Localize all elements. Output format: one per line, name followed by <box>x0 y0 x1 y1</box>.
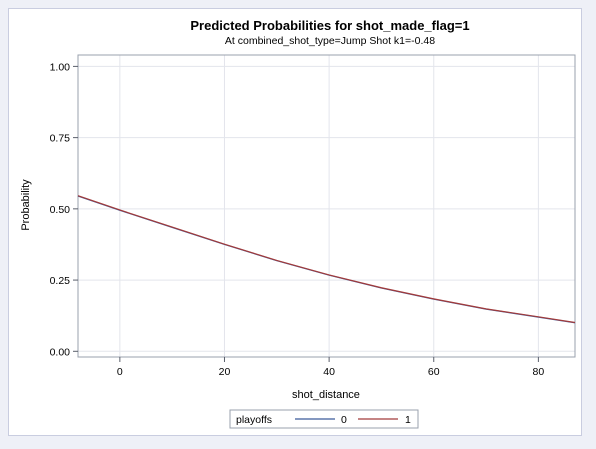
plot-area-border <box>77 54 576 358</box>
y-tick-label: 1.00 <box>50 61 71 73</box>
x-tick-label: 20 <box>219 366 231 378</box>
axis-ticks: 0 20 40 60 80 0.00 0.25 0.50 0.75 1.00 <box>50 61 545 378</box>
series-line-1 <box>77 195 576 324</box>
series-line-0 <box>77 195 576 324</box>
legend-label-1: 1 <box>405 414 411 426</box>
chart-title: Predicted Probabilities for shot_made_fl… <box>190 18 469 33</box>
y-axis-label: Probability <box>20 179 32 231</box>
y-tick-label: 0.25 <box>50 275 71 287</box>
y-tick-label: 0.75 <box>50 133 71 145</box>
line-chart: Predicted Probabilities for shot_made_fl… <box>20 18 576 429</box>
x-tick-label: 0 <box>117 366 123 378</box>
x-axis-label: shot_distance <box>292 389 360 401</box>
grid-lines <box>78 55 575 357</box>
legend: playoffs 0 1 <box>229 409 419 429</box>
series-lines <box>77 195 576 324</box>
y-tick-label: 0.00 <box>50 346 71 358</box>
chart-frame: Predicted Probabilities for shot_made_fl… <box>8 8 582 436</box>
y-tick-label: 0.50 <box>50 204 71 216</box>
x-tick-label: 40 <box>323 366 335 378</box>
x-tick-label: 80 <box>533 366 545 378</box>
x-tick-label: 60 <box>428 366 440 378</box>
legend-title: playoffs <box>236 414 272 426</box>
legend-label-0: 0 <box>341 414 347 426</box>
chart-subtitle: At combined_shot_type=Jump Shot k1=-0.48 <box>225 35 435 47</box>
